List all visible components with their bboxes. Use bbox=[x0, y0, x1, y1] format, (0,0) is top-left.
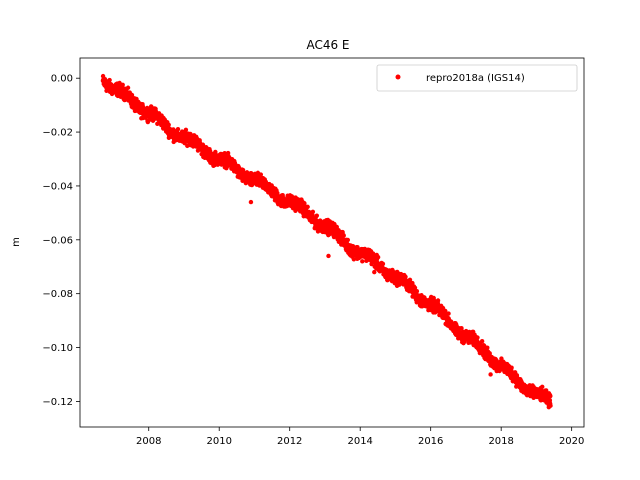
data-point bbox=[540, 384, 545, 390]
data-point bbox=[310, 209, 316, 214]
y-tick-label: 0.00 bbox=[51, 74, 73, 85]
legend: repro2018a (IGS14) bbox=[376, 64, 578, 92]
data-point bbox=[258, 172, 264, 177]
data-point bbox=[435, 298, 441, 303]
y-tick-label: −0.02 bbox=[42, 128, 73, 139]
data-point bbox=[380, 261, 386, 267]
data-point bbox=[341, 233, 346, 238]
data-point bbox=[485, 345, 490, 350]
data-point bbox=[410, 280, 415, 286]
data-point bbox=[351, 257, 357, 262]
data-point bbox=[548, 393, 553, 399]
data-point-outlier bbox=[488, 372, 493, 377]
data-point-outlier bbox=[326, 253, 331, 259]
data-point bbox=[403, 274, 408, 279]
data-point bbox=[175, 127, 181, 132]
x-tick-label: 2020 bbox=[559, 436, 584, 447]
data-point bbox=[414, 288, 420, 294]
data-point bbox=[509, 365, 514, 370]
data-point bbox=[479, 338, 485, 344]
data-point bbox=[107, 77, 112, 83]
data-point bbox=[369, 261, 374, 267]
data-point bbox=[314, 213, 320, 218]
data-point bbox=[310, 212, 315, 218]
data-point bbox=[459, 325, 464, 331]
data-point bbox=[305, 204, 310, 210]
data-point bbox=[475, 335, 480, 340]
data-point bbox=[125, 85, 131, 90]
legend-label: repro2018a (IGS14) bbox=[426, 73, 525, 84]
y-tick-label: −0.06 bbox=[42, 235, 73, 246]
x-tick-label: 2014 bbox=[347, 436, 372, 447]
data-point-outlier bbox=[248, 199, 254, 205]
x-tick-label: 2010 bbox=[206, 436, 231, 447]
data-point bbox=[183, 127, 189, 133]
data-point bbox=[129, 92, 135, 98]
data-point bbox=[547, 397, 553, 403]
x-tick-label: 2012 bbox=[277, 436, 302, 447]
plot-frame bbox=[79, 57, 585, 428]
y-tick-label: −0.04 bbox=[42, 181, 73, 192]
legend-marker bbox=[395, 74, 401, 80]
y-axis: 0.00 −0.02 −0.04 −0.06 −0.08 −0.10 −0.12 bbox=[42, 74, 80, 408]
plot-points bbox=[100, 73, 553, 410]
y-tick-label: −0.08 bbox=[42, 289, 73, 300]
data-point bbox=[345, 237, 351, 243]
x-tick-label: 2008 bbox=[136, 436, 161, 447]
data-point bbox=[412, 285, 418, 290]
data-point bbox=[544, 388, 549, 393]
y-tick-label: −0.10 bbox=[42, 343, 73, 354]
y-tick-label: −0.12 bbox=[42, 397, 73, 408]
data-point bbox=[548, 403, 553, 408]
legend-box bbox=[376, 64, 578, 92]
data-point bbox=[443, 308, 448, 314]
x-tick-label: 2016 bbox=[418, 436, 443, 447]
data-point bbox=[360, 259, 365, 264]
chart-title: AC46 E bbox=[306, 38, 349, 52]
data-point bbox=[102, 76, 108, 82]
data-point bbox=[225, 150, 231, 156]
data-point bbox=[375, 255, 381, 260]
data-point bbox=[499, 356, 504, 361]
data-point bbox=[120, 82, 125, 88]
data-point-outlier bbox=[372, 269, 377, 275]
x-tick-label: 2018 bbox=[488, 436, 513, 447]
data-point bbox=[407, 277, 413, 282]
data-point bbox=[166, 122, 171, 127]
data-point bbox=[200, 142, 206, 147]
y-axis-label: m bbox=[11, 237, 22, 247]
data-point bbox=[448, 319, 454, 324]
data-point bbox=[446, 311, 451, 316]
x-axis: 2008 2010 2012 2014 2016 2018 2020 bbox=[136, 427, 584, 447]
